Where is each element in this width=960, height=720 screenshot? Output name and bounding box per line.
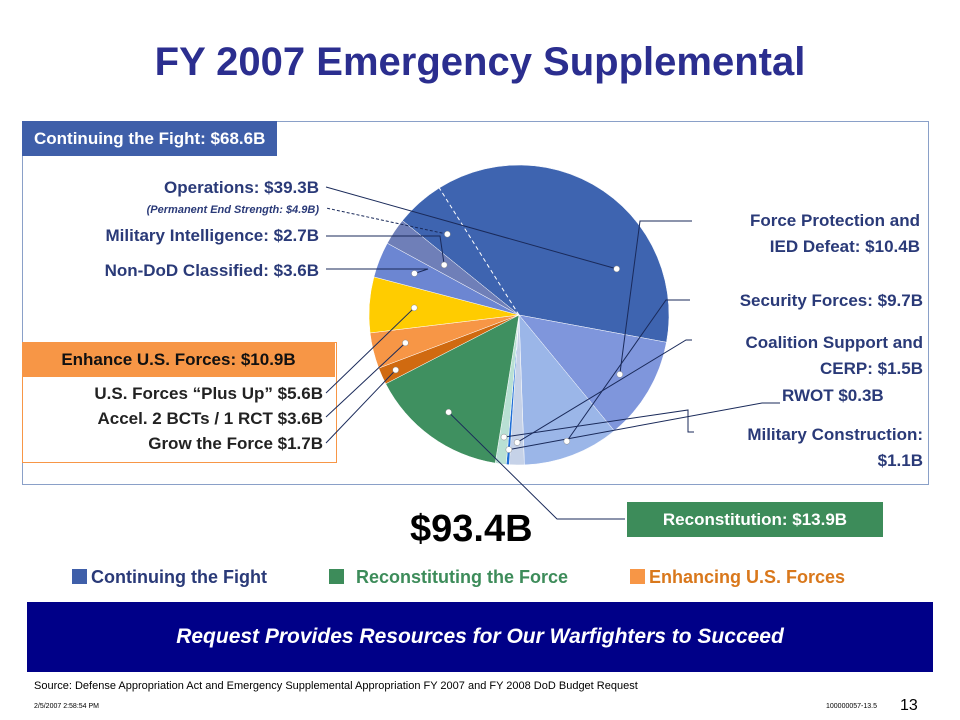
legend-continuing-fight: Continuing the Fight bbox=[72, 567, 267, 588]
label-coalition-line2: CERP: $1.5B bbox=[820, 359, 923, 378]
leader-non-dod bbox=[326, 268, 429, 274]
document-id: 100000057-13.5 bbox=[826, 703, 877, 710]
label-non-dod: Non-DoD Classified: $3.6B bbox=[104, 261, 319, 280]
leader-dot-force-protection bbox=[616, 371, 624, 378]
leader-force-protection bbox=[619, 220, 692, 375]
label-force-protection-line1: Force Protection and bbox=[749, 211, 920, 230]
label-grow-force: Grow the Force $1.7B bbox=[148, 434, 323, 453]
leader-milcon bbox=[503, 409, 694, 438]
leader-dot-milcon bbox=[500, 433, 508, 441]
leader-security-forces bbox=[566, 299, 690, 442]
leader-reconstitution bbox=[448, 411, 625, 520]
leader-dot-plus-up bbox=[410, 304, 418, 312]
label-end-strength: (Permanent End Strength: $4.9B) bbox=[146, 204, 319, 216]
leader-bcts bbox=[325, 342, 406, 418]
continuing-fight-panel-mask bbox=[23, 294, 333, 483]
label-milcon: Military Construction: $1.1B bbox=[747, 422, 923, 474]
leader-end-strength bbox=[325, 207, 448, 235]
continuing-fight-panel bbox=[22, 121, 929, 485]
legend-label-reconstituting: Reconstituting the Force bbox=[356, 567, 569, 587]
end-strength-divider bbox=[438, 187, 520, 316]
leader-dot-bcts bbox=[402, 339, 409, 347]
continuing-fight-header: Continuing the Fight: $68.6B bbox=[22, 121, 278, 156]
pie-slice-military-intelligence bbox=[386, 220, 520, 316]
label-milcon-line1: Military Construction: bbox=[747, 425, 923, 444]
leader-dot-non-dod bbox=[411, 270, 418, 277]
legend-label-enhancing: Enhancing U.S. Forces bbox=[649, 567, 846, 587]
pie-slice-operations bbox=[402, 164, 670, 343]
legend-label-fight: Continuing the Fight bbox=[91, 567, 267, 587]
leader-military-intelligence bbox=[326, 235, 445, 266]
pie-slice-reconstitution bbox=[385, 314, 520, 464]
message-banner: Request Provides Resources for Our Warfi… bbox=[27, 602, 933, 672]
leader-plus-up bbox=[325, 307, 415, 394]
label-milcon-line2: $1.1B bbox=[877, 451, 923, 470]
label-rwot: RWOT $0.3B bbox=[782, 386, 884, 405]
label-force-protection: Force Protection and IED Defeat: $10.4B bbox=[750, 208, 920, 260]
total-amount: $93.4B bbox=[410, 508, 533, 550]
source-note: Source: Defense Appropriation Act and Em… bbox=[34, 680, 638, 692]
pie-chart bbox=[325, 164, 780, 520]
timestamp: 2/5/2007 2:58:54 PM bbox=[34, 703, 99, 710]
leader-dot-security-forces bbox=[563, 437, 571, 445]
legend-swatch-reconstituting bbox=[329, 569, 344, 584]
legend-reconstituting: Reconstituting the Force bbox=[329, 567, 568, 588]
leader-dot-military-intelligence bbox=[440, 261, 448, 269]
label-force-protection-line2: IED Defeat: $10.4B bbox=[769, 237, 920, 256]
leader-coalition bbox=[516, 339, 692, 443]
leader-dot-rwot bbox=[505, 446, 513, 453]
label-operations: Operations: $39.3B bbox=[164, 178, 319, 197]
legend-swatch-enhancing bbox=[630, 569, 645, 584]
label-coalition: Coalition Support and CERP: $1.5B bbox=[745, 330, 923, 382]
label-coalition-line1: Coalition Support and bbox=[745, 333, 923, 352]
leader-operations bbox=[325, 186, 617, 270]
pie-slice-force-protection-and-ied-defeat bbox=[518, 314, 667, 432]
reconstitution-header: Reconstitution: $13.9B bbox=[627, 502, 883, 537]
enhance-forces-header: Enhance U.S. Forces: $10.9B bbox=[22, 342, 335, 377]
label-plus-up: U.S. Forces “Plus Up” $5.6B bbox=[94, 384, 323, 403]
leader-rwot bbox=[508, 402, 780, 451]
leader-dot-grow-force bbox=[392, 366, 399, 374]
label-military-intelligence: Military Intelligence: $2.7B bbox=[105, 226, 319, 245]
legend-enhancing: Enhancing U.S. Forces bbox=[630, 567, 845, 588]
page-title: FY 2007 Emergency Supplemental bbox=[154, 40, 806, 84]
leader-dot-end-strength bbox=[444, 230, 451, 238]
leader-dot-reconstitution bbox=[445, 408, 452, 416]
leader-dot-operations bbox=[613, 265, 620, 273]
leader-grow-force bbox=[325, 369, 397, 444]
leader-dot-coalition bbox=[513, 439, 521, 446]
page-number: 13 bbox=[900, 697, 918, 714]
label-security-forces: Security Forces: $9.7B bbox=[739, 291, 923, 310]
label-bcts: Accel. 2 BCTs / 1 RCT $3.6B bbox=[97, 409, 324, 428]
legend-swatch-fight bbox=[72, 569, 87, 584]
